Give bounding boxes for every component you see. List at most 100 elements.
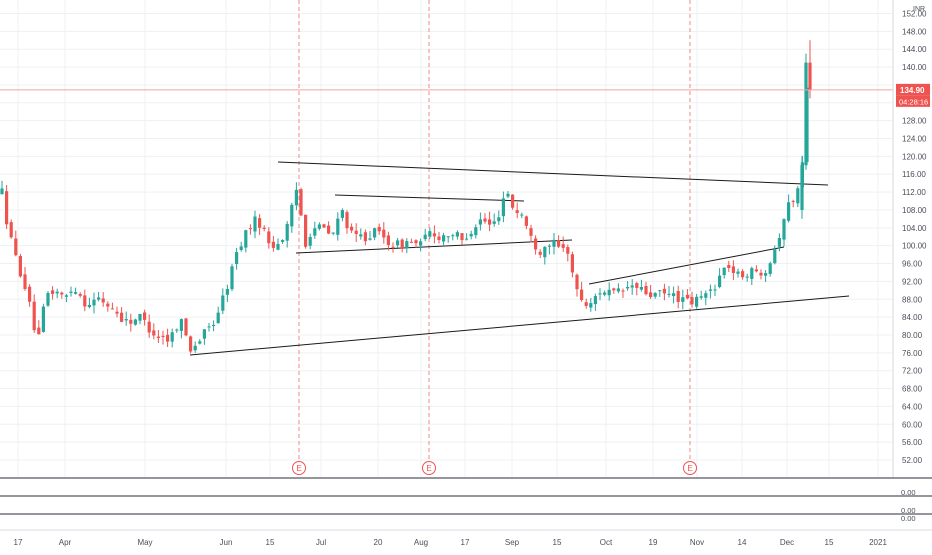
candle bbox=[465, 233, 469, 241]
candle bbox=[0, 180, 4, 195]
candle bbox=[156, 330, 160, 344]
candle bbox=[405, 238, 409, 254]
candle-body bbox=[363, 232, 367, 242]
candlestick-series bbox=[0, 40, 812, 354]
earnings-marker-label: E bbox=[296, 464, 301, 473]
candle-body bbox=[281, 240, 285, 242]
candle bbox=[60, 291, 64, 299]
candle-body bbox=[202, 329, 206, 339]
candle bbox=[713, 284, 717, 297]
candle-body bbox=[607, 289, 611, 296]
candle bbox=[244, 229, 248, 253]
candle bbox=[46, 291, 50, 307]
candle bbox=[782, 218, 786, 247]
candle bbox=[253, 210, 257, 239]
trendline[interactable] bbox=[334, 194, 525, 202]
earnings-marker[interactable] bbox=[422, 461, 436, 475]
candle-body bbox=[396, 240, 400, 246]
candle bbox=[437, 231, 441, 244]
candle-body bbox=[327, 225, 331, 234]
price-tick-label: 64.00 bbox=[902, 402, 923, 411]
candle bbox=[221, 288, 225, 315]
candle bbox=[580, 281, 584, 302]
candle-body bbox=[230, 266, 234, 290]
candle bbox=[18, 253, 22, 278]
candle bbox=[603, 290, 607, 297]
trendline[interactable] bbox=[277, 161, 829, 186]
price-tick-label: 68.00 bbox=[902, 385, 923, 394]
candle-body bbox=[768, 263, 772, 274]
candle-body bbox=[584, 302, 588, 306]
candle-body bbox=[55, 291, 59, 294]
price-tick-label: 60.00 bbox=[902, 420, 923, 429]
candle-body bbox=[87, 304, 91, 308]
candle-body bbox=[598, 293, 602, 295]
candle-body bbox=[639, 287, 643, 290]
candle bbox=[37, 320, 41, 335]
earnings-marker[interactable] bbox=[292, 461, 306, 475]
candle bbox=[529, 224, 533, 243]
candle-body bbox=[97, 297, 101, 300]
candle-body bbox=[124, 318, 128, 321]
candle bbox=[695, 293, 699, 309]
candle-body bbox=[166, 334, 170, 342]
candle bbox=[800, 156, 804, 219]
candle-body bbox=[239, 246, 243, 251]
candle-body bbox=[41, 306, 45, 332]
earnings-marker[interactable] bbox=[683, 461, 697, 475]
candle-body bbox=[520, 214, 524, 216]
candle bbox=[216, 306, 220, 324]
candle bbox=[133, 318, 137, 326]
candle bbox=[161, 330, 165, 345]
candle bbox=[92, 292, 96, 314]
candle bbox=[442, 232, 446, 247]
trendline[interactable] bbox=[189, 295, 850, 356]
candle bbox=[28, 284, 32, 307]
candle bbox=[262, 225, 266, 232]
candle-body bbox=[616, 288, 620, 292]
trendline[interactable] bbox=[588, 246, 785, 285]
price-tick-label: 112.00 bbox=[902, 188, 926, 197]
price-tick-label: 76.00 bbox=[902, 349, 923, 358]
candle bbox=[64, 293, 68, 303]
candle-body bbox=[483, 218, 487, 222]
candle-body bbox=[658, 290, 662, 292]
candle bbox=[143, 309, 147, 326]
candle-body bbox=[644, 285, 648, 295]
candle-body bbox=[759, 272, 763, 276]
candle bbox=[773, 245, 777, 265]
candle-body bbox=[368, 238, 372, 240]
candle-body bbox=[455, 232, 459, 237]
candle-body bbox=[474, 227, 478, 236]
candle-body bbox=[566, 247, 570, 254]
candle-body bbox=[515, 210, 519, 214]
time-axis[interactable]: 17 Apr May Jun 15 Jul 20 Aug 17 Sep 15 Oct 19 Nov 14 De… bbox=[14, 538, 888, 547]
price-tick-label: 116.00 bbox=[902, 170, 926, 179]
candle-body bbox=[262, 227, 266, 230]
candle-body bbox=[699, 296, 703, 298]
candle-body bbox=[589, 303, 593, 308]
candle bbox=[690, 291, 694, 308]
price-tick-label: 100.00 bbox=[902, 242, 927, 251]
candle-body bbox=[446, 236, 450, 238]
candle bbox=[106, 301, 110, 312]
candle-body bbox=[736, 271, 740, 274]
time-tick-label: 14 bbox=[738, 538, 747, 547]
price-tick-label: 72.00 bbox=[902, 367, 923, 376]
candle-body bbox=[704, 293, 708, 298]
candle-body bbox=[731, 266, 735, 273]
candle bbox=[808, 40, 812, 99]
candle-body bbox=[570, 254, 574, 273]
price-axis[interactable]: 52.00 56.00 60.00 64.00 68.00 72.00 76.00 80.00… bbox=[892, 0, 930, 478]
candle-body bbox=[267, 231, 271, 244]
price-tick-label: 128.00 bbox=[902, 117, 927, 126]
candle-body bbox=[308, 236, 312, 246]
price-tick-label: 144.00 bbox=[902, 45, 927, 54]
trendline[interactable] bbox=[295, 239, 573, 254]
candle-body bbox=[575, 274, 579, 290]
last-price-tag bbox=[896, 83, 930, 96]
candle-body bbox=[290, 204, 294, 227]
candle bbox=[621, 288, 625, 298]
